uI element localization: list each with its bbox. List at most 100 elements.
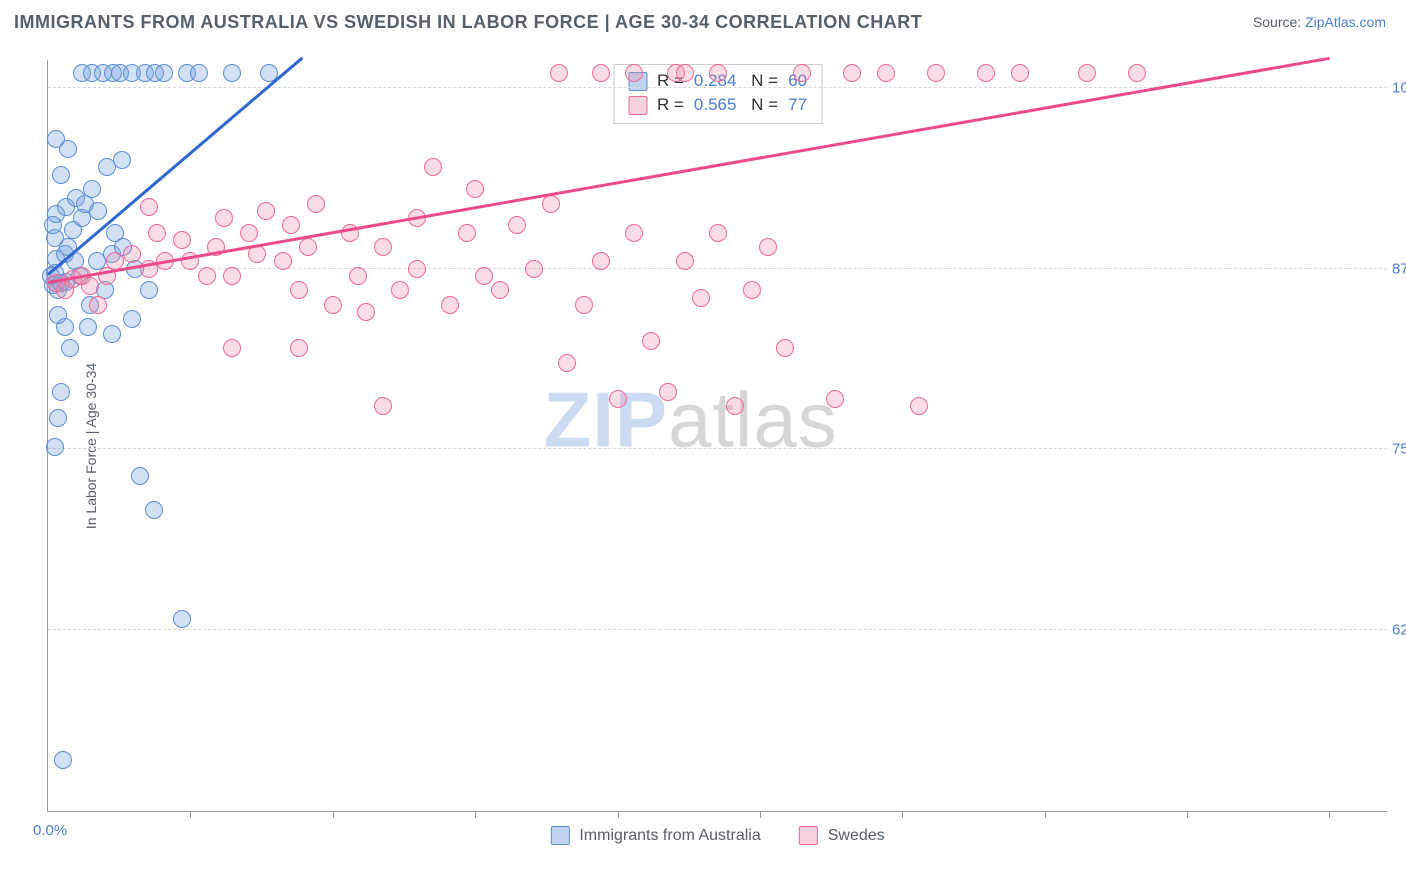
watermark: ZIPatlas [544, 375, 838, 466]
data-point [145, 501, 163, 519]
data-point [89, 202, 107, 220]
data-point [1011, 64, 1029, 82]
data-point [46, 438, 64, 456]
data-point [625, 64, 643, 82]
data-point [190, 64, 208, 82]
gridline [48, 629, 1387, 630]
data-point [877, 64, 895, 82]
data-point [83, 180, 101, 198]
data-point [274, 252, 292, 270]
data-point [140, 198, 158, 216]
data-point [131, 467, 149, 485]
data-point [148, 224, 166, 242]
data-point [466, 180, 484, 198]
data-point [424, 158, 442, 176]
data-point [290, 339, 308, 357]
x-tick [1045, 811, 1046, 818]
data-point [123, 245, 141, 263]
data-point [525, 260, 543, 278]
data-point [173, 231, 191, 249]
data-point [592, 64, 610, 82]
data-point [223, 64, 241, 82]
data-point [198, 267, 216, 285]
source-attribution: Source: ZipAtlas.com [1253, 14, 1386, 30]
data-point [223, 339, 241, 357]
data-point [357, 303, 375, 321]
data-point [47, 130, 65, 148]
data-point [391, 281, 409, 299]
y-tick-label: 87.5% [1392, 260, 1406, 277]
data-point [642, 332, 660, 350]
legend-swatch-pink-icon [799, 826, 818, 845]
gridline [48, 87, 1387, 88]
source-value: ZipAtlas.com [1305, 14, 1386, 30]
data-point [140, 281, 158, 299]
data-point [54, 751, 72, 769]
legend-label-pink: Swedes [828, 827, 885, 845]
data-point [659, 383, 677, 401]
data-point [927, 64, 945, 82]
swatch-pink-icon [628, 96, 647, 115]
x-tick [333, 811, 334, 818]
data-point [79, 318, 97, 336]
data-point [307, 195, 325, 213]
data-point [542, 195, 560, 213]
data-point [52, 383, 70, 401]
chart-title: IMMIGRANTS FROM AUSTRALIA VS SWEDISH IN … [14, 12, 922, 33]
data-point [113, 151, 131, 169]
n-value-pink: 77 [788, 95, 807, 115]
data-point [299, 238, 317, 256]
data-point [61, 339, 79, 357]
data-point [592, 252, 610, 270]
data-point [324, 296, 342, 314]
x-tick [1329, 811, 1330, 818]
data-point [103, 325, 121, 343]
data-point [676, 64, 694, 82]
data-point [240, 224, 258, 242]
x-tick [1187, 811, 1188, 818]
data-point [282, 216, 300, 234]
data-point [1078, 64, 1096, 82]
r-value-pink: 0.565 [694, 95, 737, 115]
data-point [910, 397, 928, 415]
data-point [223, 267, 241, 285]
data-point [726, 397, 744, 415]
data-point [609, 390, 627, 408]
data-point [290, 281, 308, 299]
data-point [123, 310, 141, 328]
data-point [709, 224, 727, 242]
y-tick-label: 62.5% [1392, 622, 1406, 639]
data-point [676, 252, 694, 270]
x-tick [475, 811, 476, 818]
data-point [759, 238, 777, 256]
data-point [625, 224, 643, 242]
data-point [374, 238, 392, 256]
data-point [173, 610, 191, 628]
data-point [44, 216, 62, 234]
y-tick-label: 100.0% [1392, 79, 1406, 96]
data-point [81, 277, 99, 295]
data-point [475, 267, 493, 285]
n-label: N = [746, 95, 778, 115]
r-label: R = [657, 95, 684, 115]
data-point [709, 64, 727, 82]
data-point [441, 296, 459, 314]
legend-row-pink: R = 0.565 N = 77 [628, 93, 807, 117]
source-label: Source: [1253, 14, 1305, 30]
data-point [374, 397, 392, 415]
data-point [508, 216, 526, 234]
data-point [215, 209, 233, 227]
data-point [826, 390, 844, 408]
data-point [89, 296, 107, 314]
watermark-zip: ZIP [544, 376, 668, 464]
plot-area: ZIPatlas R = 0.284 N = 60 R = 0.565 N = … [47, 60, 1387, 812]
data-point [793, 64, 811, 82]
data-point [692, 289, 710, 307]
data-point [843, 64, 861, 82]
y-tick-label: 75.0% [1392, 441, 1406, 458]
x-tick [618, 811, 619, 818]
data-point [776, 339, 794, 357]
x-tick [902, 811, 903, 818]
n-label: N = [746, 71, 778, 91]
data-point [550, 64, 568, 82]
